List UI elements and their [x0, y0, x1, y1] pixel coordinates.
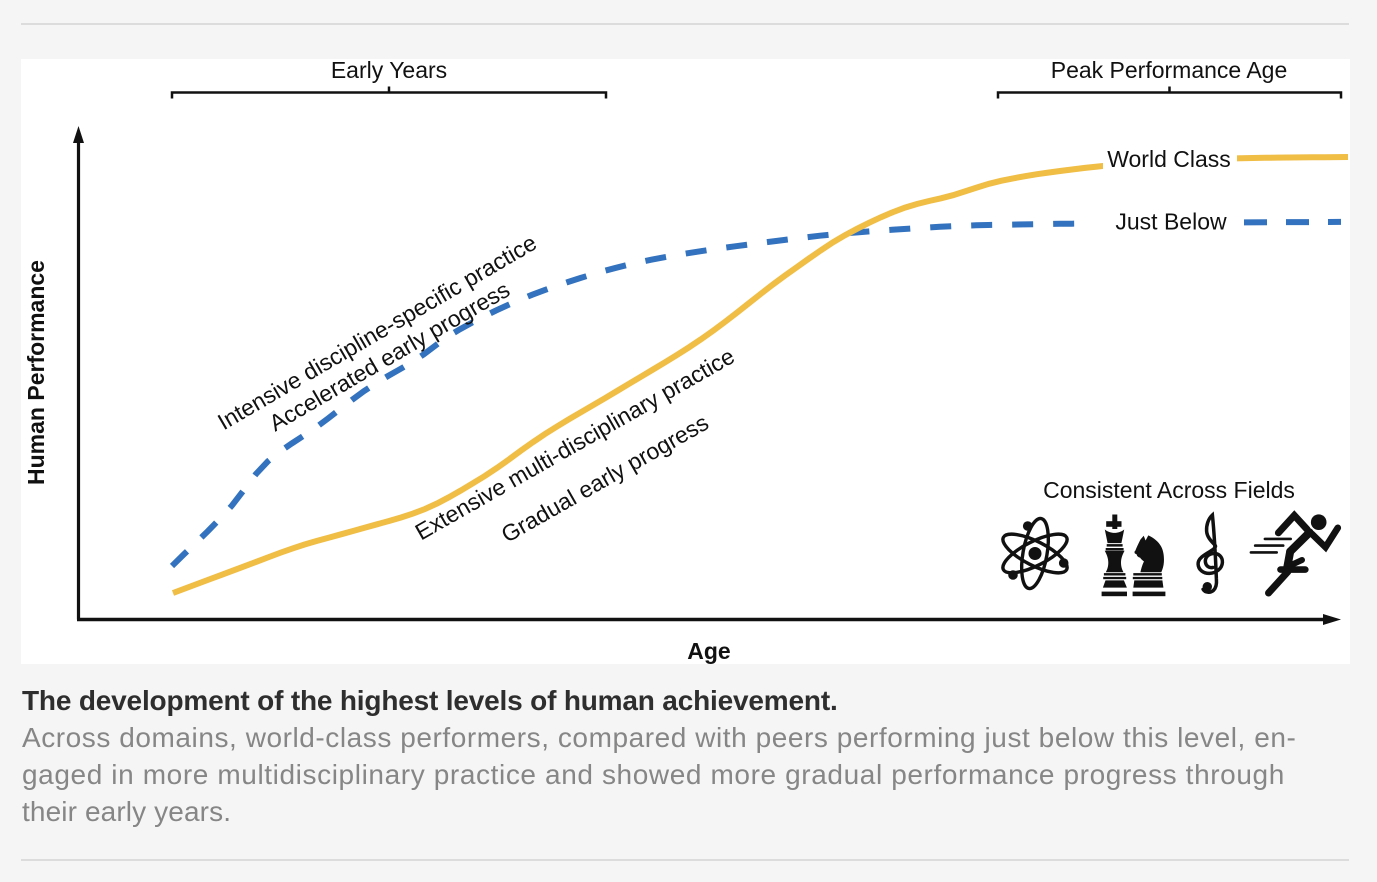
svg-text:World Class: World Class	[1107, 146, 1231, 172]
svg-text:Just Below: Just Below	[1115, 209, 1227, 235]
svg-text:Intensive discipline-specific: Intensive discipline-specific practice	[213, 229, 541, 435]
svg-text:Age: Age	[687, 638, 730, 664]
svg-text:Early Years: Early Years	[331, 59, 447, 83]
svg-text:Human Performance: Human Performance	[23, 260, 49, 485]
svg-text:Consistent Across Fields: Consistent Across Fields	[1043, 477, 1295, 503]
svg-text:Accelerated early progress: Accelerated early progress	[264, 276, 514, 436]
svg-text:Peak Performance Age: Peak Performance Age	[1051, 59, 1288, 83]
